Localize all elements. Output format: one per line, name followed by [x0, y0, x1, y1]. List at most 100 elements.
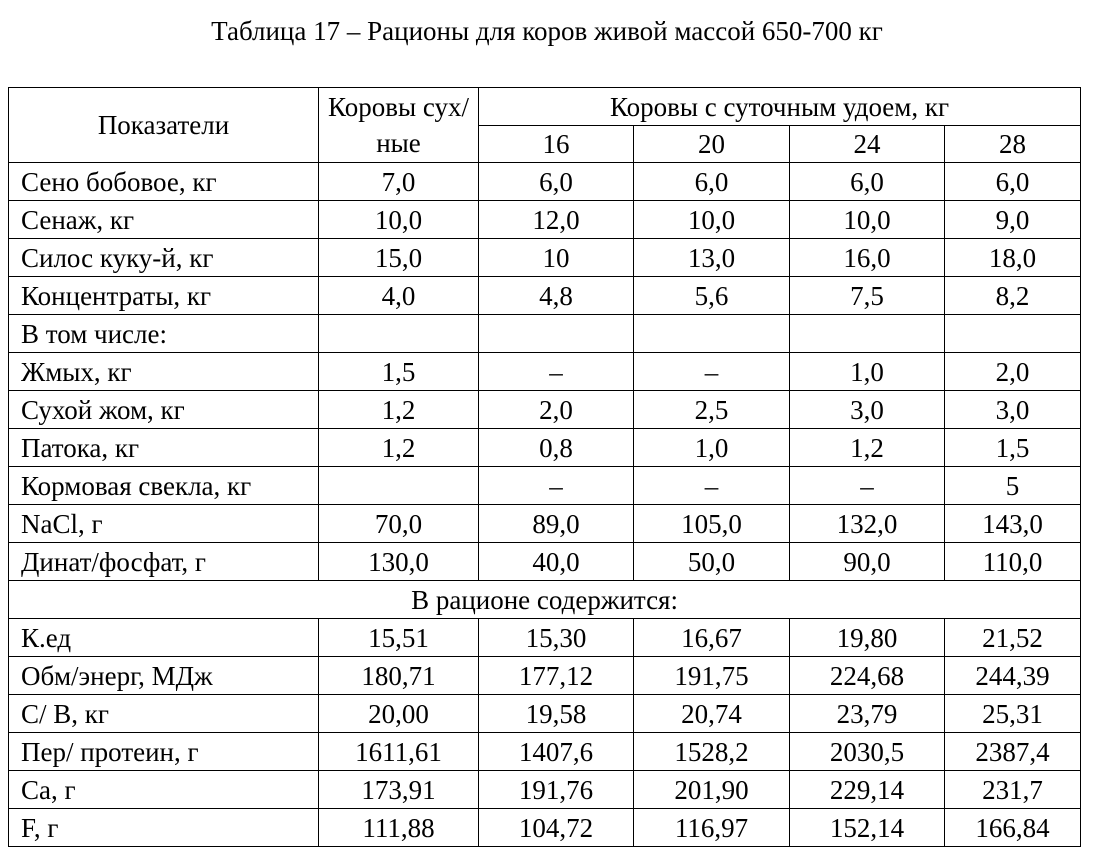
table-cell: 1,2	[318, 390, 479, 429]
row-label: С/ В, кг	[8, 694, 319, 733]
table-cell: 201,90	[633, 770, 790, 809]
table-cell: 20,00	[318, 694, 479, 733]
table-cell: 21,52	[943, 618, 1082, 657]
row-label: К.ед	[8, 618, 319, 657]
table-cell: 13,0	[633, 238, 790, 277]
section-row: В рационе содержится:	[7, 580, 1082, 619]
table-cell: 0,8	[478, 428, 634, 467]
table-cell: 40,0	[478, 542, 634, 581]
table-cell: 8,2	[943, 276, 1082, 315]
table-cell: 1,5	[943, 428, 1082, 467]
table-cell: 15,0	[318, 238, 479, 277]
table-cell: 1528,2	[633, 732, 790, 771]
table-cell: 10,0	[789, 200, 945, 239]
table-cell: 231,7	[943, 770, 1082, 809]
table-cell	[943, 314, 1082, 353]
table-row: Кормовая свекла, кг – – –5	[8, 466, 1082, 505]
table-cell: 1407,6	[478, 732, 634, 771]
table-row: В том числе:	[8, 314, 1082, 353]
row-label: Силос куку-й, кг	[8, 238, 319, 277]
table-row: С/ В, кг 20,00 19,58 20,74 23,79 25,31	[8, 694, 1082, 733]
table-row: Са, г 173,91 191,76 201,90 229,14 231,7	[8, 770, 1082, 809]
table-cell: 3,0	[943, 390, 1082, 429]
table-cell: 166,84	[943, 808, 1082, 847]
table-cell: 1,5	[318, 352, 479, 391]
table-cell: –	[478, 466, 634, 505]
table-cell: 244,39	[943, 656, 1082, 695]
row-label: Обм/энерг, МДж	[8, 656, 319, 695]
row-label: В том числе:	[8, 314, 319, 353]
table-cell: 7,5	[789, 276, 945, 315]
table-cell: 10,0	[318, 200, 479, 239]
row-label: Сухой жом, кг	[8, 390, 319, 429]
table-cell: 1611,61	[318, 732, 479, 771]
header-yield-24: 24	[789, 125, 945, 163]
table-cell: 1,0	[633, 428, 790, 467]
table-cell: 132,0	[789, 504, 945, 543]
row-label: NaCl, г	[8, 504, 319, 543]
table-row: К.ед 15,51 15,30 16,67 19,80 21,52	[8, 618, 1082, 657]
table-cell: 5	[943, 466, 1082, 505]
table-cell: 9,0	[943, 200, 1082, 239]
row-label: F, г	[8, 808, 319, 847]
table-cell: 111,88	[318, 808, 479, 847]
table-cell: 10,0	[633, 200, 790, 239]
table-cell: 191,76	[478, 770, 634, 809]
table-cell: 70,0	[318, 504, 479, 543]
table-cell: 23,79	[789, 694, 945, 733]
table-cell: 1,2	[318, 428, 479, 467]
header-yield-16: 16	[478, 125, 634, 163]
table-cell: 105,0	[633, 504, 790, 543]
header-yield-28: 28	[943, 125, 1082, 163]
table-row: Концентраты, кг 4,0 4,8 5,6 7,5 8,2	[8, 276, 1082, 315]
table-cell: 19,58	[478, 694, 634, 733]
table-cell: 15,51	[318, 618, 479, 657]
table-cell: 2,5	[633, 390, 790, 429]
table-cell: 2,0	[478, 390, 634, 429]
table-cell: 2,0	[943, 352, 1082, 391]
table-cell: 152,14	[789, 808, 945, 847]
table-cell: 7,0	[318, 162, 479, 201]
table-cell	[318, 314, 479, 353]
table-cell: 4,8	[478, 276, 634, 315]
table-cell: 130,0	[318, 542, 479, 581]
table-cell: 18,0	[943, 238, 1082, 277]
table-cell: 173,91	[318, 770, 479, 809]
table-cell: 4,0	[318, 276, 479, 315]
table-row: Пер/ протеин, г 1611,61 1407,6 1528,2 2030,5…	[8, 732, 1082, 771]
table-cell: 89,0	[478, 504, 634, 543]
table-cell	[789, 314, 945, 353]
table-cell: 1,2	[789, 428, 945, 467]
row-label: Сенаж, кг	[8, 200, 319, 239]
header-indicators: Показатели	[8, 87, 319, 163]
table-cell: 2387,4	[943, 732, 1082, 771]
table-cell: 10	[478, 238, 634, 277]
row-label: Са, г	[8, 770, 319, 809]
table-row: NaCl, г 70,0 89,0 105,0 132,0 143,0	[8, 504, 1082, 543]
table-body: Сено бобовое, кг 7,0 6,0 6,0 6,0 6,0 Сенаж, кг…	[7, 162, 1082, 847]
table-cell: 15,30	[478, 618, 634, 657]
table-cell: –	[633, 352, 790, 391]
table-row: Сено бобовое, кг 7,0 6,0 6,0 6,0 6,0	[8, 162, 1082, 201]
table-cell: 20,74	[633, 694, 790, 733]
table-cell	[478, 314, 634, 353]
table-cell: 6,0	[789, 162, 945, 201]
table-row: Жмых, кг 1,5– –1,0 2,0	[8, 352, 1082, 391]
table-row: Динат/фосфат, г 130,0 40,0 50,0 90,0 110,0	[8, 542, 1082, 581]
table-cell: 110,0	[943, 542, 1082, 581]
table-cell: 3,0	[789, 390, 945, 429]
table-row: Силос куку-й, кг 15,0 10 13,0 16,0 18,0	[8, 238, 1082, 277]
row-label: Пер/ протеин, г	[8, 732, 319, 771]
table-cell: 6,0	[943, 162, 1082, 201]
table-header: Показатели Коровы сух/ные Коровы с суточ…	[8, 87, 1082, 163]
table-cell: 16,67	[633, 618, 790, 657]
header-dry-cows: Коровы сух/ные	[318, 87, 479, 163]
row-label: Жмых, кг	[8, 352, 319, 391]
table-cell: 191,75	[633, 656, 790, 695]
row-label: Патока, кг	[8, 428, 319, 467]
table-cell: 116,97	[633, 808, 790, 847]
table-row: F, г 111,88 104,72 116,97 152,14 166,84	[8, 808, 1082, 847]
row-label: Концентраты, кг	[8, 276, 319, 315]
table-cell: 2030,5	[789, 732, 945, 771]
table-cell	[633, 314, 790, 353]
